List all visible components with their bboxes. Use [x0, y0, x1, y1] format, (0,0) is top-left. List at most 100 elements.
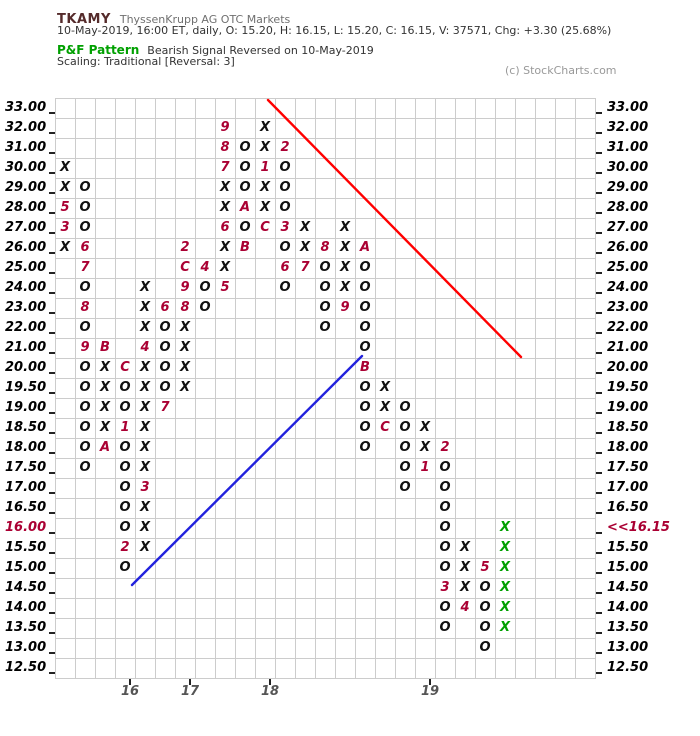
y-axis-label-left: 28.00 [5, 200, 47, 215]
pf-x: X [139, 280, 151, 295]
y-tick-right [596, 672, 602, 674]
pf-month-marker: A [239, 200, 251, 215]
scaling-line: Scaling: Traditional [Reversal: 3] [57, 55, 235, 68]
y-axis-label-left: 14.00 [5, 600, 47, 615]
pf-o: O [159, 360, 171, 375]
y-tick-right [596, 112, 602, 114]
pf-o: O [199, 300, 211, 315]
y-axis-label-left: 20.00 [5, 360, 47, 375]
y-axis-label-left: 32.00 [5, 120, 47, 135]
pf-o: O [119, 520, 131, 535]
y-axis-label-left: 29.00 [5, 180, 47, 195]
last-price-marker: <<16.15 [607, 520, 670, 535]
pf-o: O [119, 400, 131, 415]
pf-month-marker: C [260, 220, 270, 235]
copyright: (c) StockCharts.com [505, 64, 617, 77]
y-axis-label-left: 13.00 [5, 640, 47, 655]
y-tick-right [596, 492, 602, 494]
y-tick-left [49, 212, 55, 214]
pf-month-marker: 6 [160, 300, 170, 315]
pf-x: X [179, 340, 191, 355]
pf-month-marker: 5 [480, 560, 490, 575]
y-axis-label-right: 21.00 [607, 340, 649, 355]
pf-o: O [79, 220, 91, 235]
pf-x-current: X [499, 560, 511, 575]
y-axis-label-left: 22.00 [5, 320, 47, 335]
y-axis-label-right: 12.50 [607, 660, 649, 675]
y-tick-right [596, 572, 602, 574]
trendlines-layer [130, 98, 523, 587]
y-axis-label-right: 15.50 [607, 540, 649, 555]
x-tick [189, 679, 191, 685]
pf-o: O [439, 500, 451, 515]
x-axis-year-label: 16 [120, 684, 140, 699]
pf-o: O [279, 240, 291, 255]
y-tick-left [49, 132, 55, 134]
y-tick-right [596, 232, 602, 234]
pf-x: X [339, 240, 351, 255]
pf-month-marker: 9 [180, 280, 190, 295]
pf-month-marker: 6 [280, 260, 290, 275]
y-tick-left [49, 652, 55, 654]
y-tick-left [49, 152, 55, 154]
y-axis-label-left: 26.00 [5, 240, 47, 255]
y-tick-left [49, 232, 55, 234]
pf-o: O [119, 460, 131, 475]
pf-x: X [99, 400, 111, 415]
pf-o: O [399, 480, 411, 495]
y-axis-label-left: 23.00 [5, 300, 47, 315]
pf-month-marker: 4 [140, 340, 150, 355]
pf-o: O [399, 440, 411, 455]
pf-o: O [359, 440, 371, 455]
y-tick-right [596, 212, 602, 214]
y-tick-left [49, 392, 55, 394]
y-axis-label-right: 18.00 [607, 440, 649, 455]
pf-x: X [99, 380, 111, 395]
y-tick-right [596, 512, 602, 514]
pf-x: X [179, 360, 191, 375]
y-tick-right [596, 452, 602, 454]
y-tick-right [596, 472, 602, 474]
pf-month-marker: 3 [60, 220, 70, 235]
pf-month-marker: 5 [60, 200, 70, 215]
y-axis-label-right: 17.50 [607, 460, 649, 475]
y-axis-label-right: 13.00 [607, 640, 649, 655]
y-axis-label-left: 19.50 [5, 380, 47, 395]
x-tick [429, 679, 431, 685]
pf-o: O [79, 400, 91, 415]
y-tick-left [49, 672, 55, 674]
y-axis-label-right: 25.00 [607, 260, 649, 275]
y-axis-label-right: 15.00 [607, 560, 649, 575]
pf-month-marker: 7 [300, 260, 310, 275]
pf-o: O [79, 180, 91, 195]
pf-x: X [259, 140, 271, 155]
y-axis-label-right: 17.00 [607, 480, 649, 495]
y-axis-label-right: 20.00 [607, 360, 649, 375]
y-axis-label-right: 26.00 [607, 240, 649, 255]
pf-month-marker: B [240, 240, 250, 255]
pf-x: X [339, 280, 351, 295]
pf-x: X [459, 560, 471, 575]
y-tick-left [49, 412, 55, 414]
pf-o: O [319, 260, 331, 275]
y-tick-right [596, 372, 602, 374]
pf-month-marker: 8 [320, 240, 330, 255]
pf-o: O [79, 200, 91, 215]
y-axis-label-right: 30.00 [607, 160, 649, 175]
y-tick-left [49, 432, 55, 434]
y-axis-label-left: 16.00 [5, 520, 47, 535]
y-axis-label-right: 14.50 [607, 580, 649, 595]
pf-x: X [259, 200, 271, 215]
chart-header-line1: TKAMY ThyssenKrupp AG OTC Markets [57, 8, 290, 27]
y-tick-left [49, 512, 55, 514]
pf-x: X [139, 500, 151, 515]
y-axis-label-right: 32.00 [607, 120, 649, 135]
pattern-line: P&F Pattern Bearish Signal Reversed on 10… [57, 39, 374, 58]
pf-x: X [139, 400, 151, 415]
pf-o: O [399, 420, 411, 435]
pf-o: O [319, 300, 331, 315]
pf-o: O [79, 420, 91, 435]
pf-month-marker: 3 [280, 220, 290, 235]
y-axis-label-left: 13.50 [5, 620, 47, 635]
y-axis-label-right: 22.00 [607, 320, 649, 335]
